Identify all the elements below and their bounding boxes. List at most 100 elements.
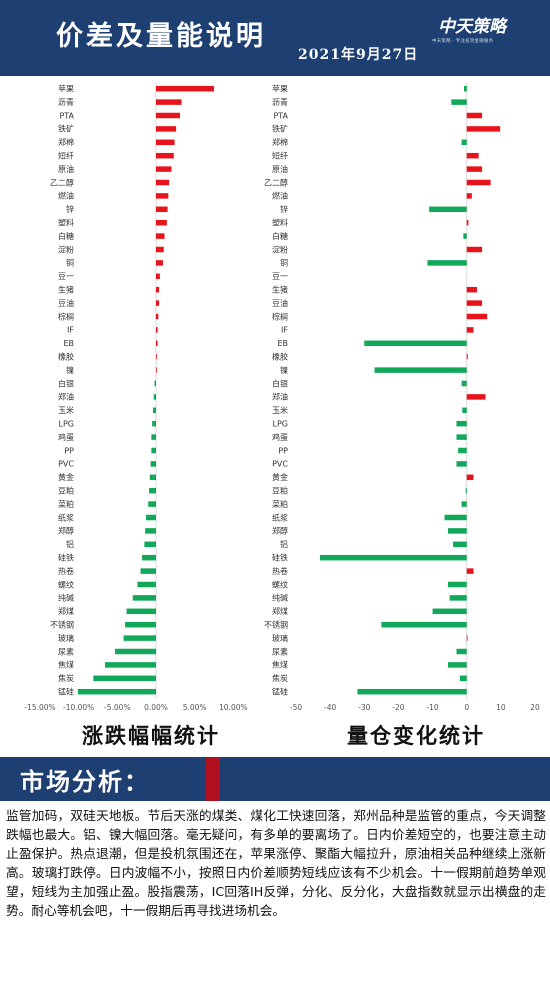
right-chart-caption: 量仓变化统计 xyxy=(347,723,485,748)
volume-bar xyxy=(465,487,467,494)
volume-bar xyxy=(466,313,488,320)
volume-bar xyxy=(466,635,468,641)
change-category-label: 塑料 xyxy=(58,218,74,228)
change-tick-label: -10.00% xyxy=(63,703,94,712)
volume-bar xyxy=(449,595,467,601)
volume-bar xyxy=(432,608,467,615)
volume-tick-label: -20 xyxy=(392,703,404,712)
change-category-label: 苹果 xyxy=(58,84,74,94)
change-category-label: 镍 xyxy=(66,365,74,375)
volume-category-label: 生猪 xyxy=(272,285,288,295)
volume-tick-label: -50 xyxy=(290,703,302,712)
volume-category-label: 白糖 xyxy=(272,231,288,241)
change-category-label: 不锈钢 xyxy=(50,620,74,630)
volume-category-label: 原油 xyxy=(272,164,288,174)
change-bar xyxy=(125,621,156,628)
volume-bar xyxy=(459,675,467,682)
change-category-label: PP xyxy=(64,446,74,455)
change-bar xyxy=(93,675,156,682)
change-bar xyxy=(77,688,156,695)
change-bar xyxy=(145,514,156,521)
volume-category-label: 豆一 xyxy=(272,272,288,281)
volume-tick-label: -30 xyxy=(358,703,370,712)
change-bar xyxy=(156,206,168,213)
change-bar xyxy=(156,260,163,266)
volume-bar xyxy=(427,260,467,266)
volume-category-label: EB xyxy=(277,339,288,348)
brand-logo-subtitle: 中天策略 · 专注投资金融服务 xyxy=(432,39,494,44)
volume-bar xyxy=(462,407,467,414)
report-date: 2021年9月27日 xyxy=(298,47,419,63)
change-category-label: IF xyxy=(67,326,74,335)
change-category-label: EB xyxy=(63,339,74,348)
volume-bar xyxy=(364,340,467,347)
change-category-label: 热卷 xyxy=(58,566,74,576)
volume-category-label: 苹果 xyxy=(272,84,288,94)
volume-category-label: 铜 xyxy=(280,258,288,268)
change-bar xyxy=(140,568,156,574)
change-bar xyxy=(152,407,156,414)
change-tick-label: 0.00% xyxy=(144,703,168,712)
change-bar xyxy=(156,166,172,172)
volume-category-label: 淀粉 xyxy=(272,244,288,254)
volume-category-label: 铁矿 xyxy=(272,124,288,134)
change-category-label: 橡胶 xyxy=(58,352,74,362)
change-category-label: 郑棉 xyxy=(58,137,74,147)
analysis-title: 市场分析： xyxy=(20,767,150,796)
change-category-label: 黄金 xyxy=(58,472,74,482)
volume-category-label: 郑煤 xyxy=(272,606,288,616)
header-bar: 价差及量能说明 2021年9月27日 中天策略 中天策略 · 专注投资金融服务 xyxy=(0,0,550,76)
volume-category-label: 锌 xyxy=(280,204,288,214)
change-bar xyxy=(151,447,156,454)
volume-category-label: 玻璃 xyxy=(272,633,288,643)
change-tick-label: -5.00% xyxy=(104,703,131,712)
change-category-label: 燃油 xyxy=(58,191,74,201)
volume-category-label: 豆油 xyxy=(272,298,288,308)
change-bar xyxy=(152,420,156,427)
change-category-label: 生猪 xyxy=(58,285,74,295)
change-bar xyxy=(156,246,164,253)
change-category-label: 白糖 xyxy=(58,231,74,241)
volume-category-label: 镍 xyxy=(280,365,288,375)
change-category-label: 螺纹 xyxy=(58,579,74,589)
change-category-label: 锰硅 xyxy=(58,687,74,697)
volume-category-label: LPG xyxy=(273,420,288,429)
volume-bar xyxy=(466,126,501,132)
volume-category-label: 白银 xyxy=(272,378,288,388)
volume-bar xyxy=(463,233,467,239)
change-category-label: 郑醇 xyxy=(58,526,74,536)
volume-bar xyxy=(466,219,469,226)
volume-category-label: 铝 xyxy=(280,539,288,549)
volume-tick-label: -10 xyxy=(426,703,438,712)
volume-bar xyxy=(466,179,491,186)
volume-bar xyxy=(466,353,468,360)
change-category-label: 鸡蛋 xyxy=(58,432,74,442)
change-category-label: 棕榈 xyxy=(58,311,74,321)
change-category-label: 郑油 xyxy=(58,392,74,402)
analysis-text: 监管加码，双硅天地板。节后天涨的煤类、煤化工快速回落，郑州品种是监管的重点，今天… xyxy=(6,808,546,918)
volume-category-label: 燃油 xyxy=(272,191,288,201)
change-category-label: 菜粕 xyxy=(58,499,74,509)
change-tick-label: -15.00% xyxy=(24,703,55,712)
change-category-label: 铝 xyxy=(66,539,74,549)
change-bar xyxy=(156,286,160,293)
volume-bar xyxy=(447,662,467,668)
volume-category-label: 热卷 xyxy=(272,566,288,576)
change-bar xyxy=(150,461,156,467)
change-category-label: 乙二醇 xyxy=(50,177,74,187)
volume-bar xyxy=(466,327,474,333)
change-bar xyxy=(156,85,214,92)
volume-bar xyxy=(463,85,467,92)
change-bar xyxy=(115,648,156,655)
change-bar xyxy=(156,367,157,373)
volume-bar xyxy=(466,152,479,159)
change-bar xyxy=(156,300,160,306)
volume-category-label: 焦煤 xyxy=(272,660,288,670)
change-category-label: 焦炭 xyxy=(58,673,74,683)
volume-tick-label: 20 xyxy=(530,703,540,712)
change-bar xyxy=(156,193,169,199)
volume-bar xyxy=(374,367,467,373)
change-category-label: 短纤 xyxy=(58,151,74,161)
volume-bar xyxy=(466,166,483,172)
volume-category-label: 黄金 xyxy=(272,472,288,482)
